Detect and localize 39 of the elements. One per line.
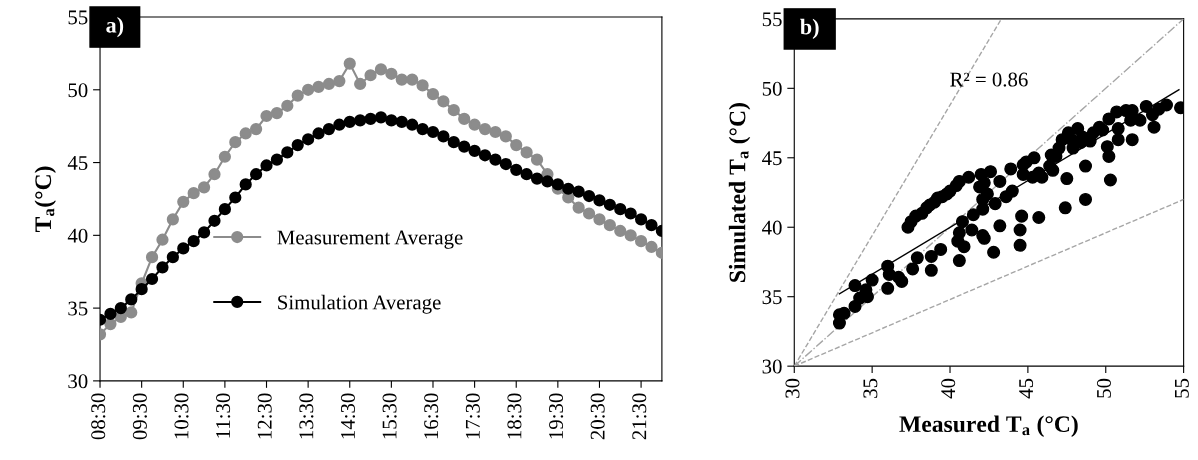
x-tick-label: 11:30 bbox=[216, 393, 231, 438]
y-tick-label: 35 bbox=[762, 290, 782, 305]
annotation: b) bbox=[800, 18, 819, 40]
x-tick-label: 18:30 bbox=[507, 393, 522, 439]
x-tick-label: 17:30 bbox=[465, 393, 480, 439]
legend-label: Simulation Average bbox=[278, 294, 441, 314]
x-tick-label: 19:30 bbox=[549, 393, 564, 439]
y-tick-label: 45 bbox=[67, 156, 88, 170]
x-tick-label: 13:30 bbox=[299, 393, 314, 439]
x-tick-label: 09:30 bbox=[132, 393, 147, 440]
y-tick-label: 30 bbox=[762, 359, 782, 374]
legend-label: Measurement Average bbox=[277, 230, 463, 249]
y-tick-label: 55 bbox=[68, 10, 88, 25]
x-tick-label: 45 bbox=[1019, 378, 1034, 399]
x-tick-label: 40 bbox=[941, 378, 956, 399]
y-tick-label: 50 bbox=[762, 81, 782, 96]
y-axis-title: T$_{a}$(°C) bbox=[34, 166, 56, 233]
x-tick-label: 10:30 bbox=[174, 393, 189, 439]
annotation: R² = 0.86 bbox=[950, 72, 1028, 87]
y-axis-title: Simulated T$_{a}$ (°C) bbox=[728, 103, 751, 282]
x-tick-label: 35 bbox=[863, 378, 878, 398]
x-axis-title: Measured T$_{a}$ (°C) bbox=[899, 415, 1078, 437]
y-tick-label: 40 bbox=[67, 228, 88, 243]
y-tick-label: 55 bbox=[762, 12, 782, 27]
y-tick-label: 50 bbox=[68, 83, 88, 98]
x-tick-label: 14:30 bbox=[340, 393, 356, 439]
x-tick-label: 20:30 bbox=[590, 393, 605, 440]
x-tick-label: 50 bbox=[1096, 378, 1111, 398]
x-tick-label: 12:30 bbox=[257, 393, 272, 439]
x-tick-label: 16:30 bbox=[424, 393, 439, 439]
x-tick-label: 55 bbox=[1174, 378, 1189, 398]
x-tick-label: 30 bbox=[785, 378, 800, 398]
y-tick-label: 35 bbox=[68, 301, 88, 316]
annotation: a) bbox=[106, 17, 124, 38]
x-tick-label: 08:30 bbox=[91, 393, 106, 440]
x-tick-label: 21:30 bbox=[632, 393, 647, 440]
y-tick-label: 40 bbox=[762, 220, 782, 235]
y-tick-label: 45 bbox=[762, 151, 782, 166]
x-tick-label: 15:30 bbox=[382, 393, 397, 439]
